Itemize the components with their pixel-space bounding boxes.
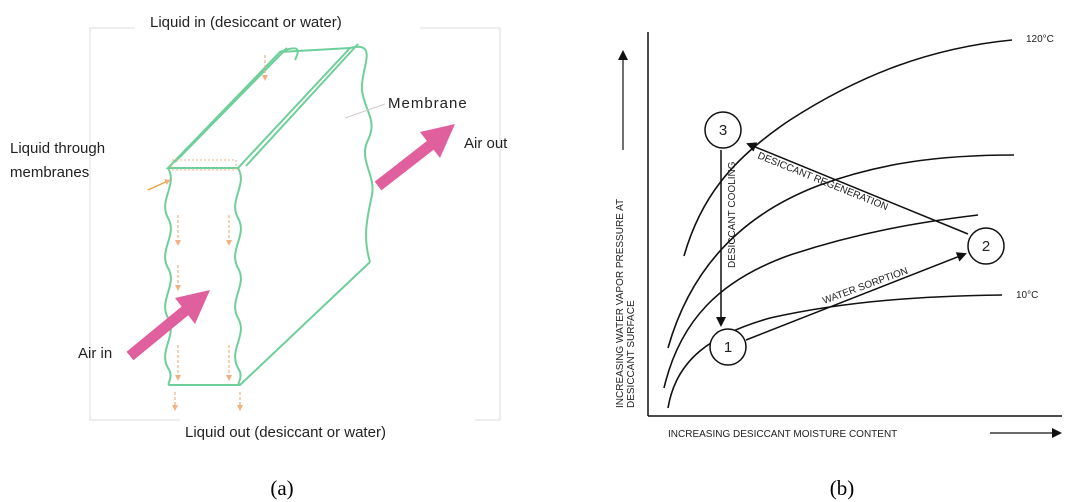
curve-label: 120°C: [1026, 34, 1054, 45]
state-label: 1: [724, 339, 732, 356]
isotherm: [664, 215, 978, 388]
pointer: [148, 180, 170, 190]
membrane-wall: [350, 47, 373, 262]
frame: [420, 28, 500, 420]
y-axis-label: INCREASING WATER VAPOR PRESSURE AT: [615, 199, 626, 408]
air-in-arrow: [130, 310, 186, 356]
state-label: 2: [982, 238, 990, 255]
membrane-wall: [235, 168, 241, 385]
label: Liquid out (desiccant or water): [185, 424, 386, 441]
label: Air out: [464, 135, 508, 152]
x-axis-label: INCREASING DESICCANT MOISTURE CONTENT: [668, 429, 897, 440]
membrane-wall: [165, 168, 171, 385]
membrane-module: [165, 44, 372, 385]
state-label: 3: [719, 122, 727, 139]
membrane-edge: [170, 262, 370, 385]
membrane-edge: [280, 48, 298, 60]
figure: Liquid in (desiccant or water) Liquid ou…: [0, 0, 1070, 502]
pointer: [345, 104, 385, 118]
curve-label: 10°C: [1016, 290, 1038, 301]
air-out-arrow: [378, 144, 432, 186]
regeneration-arrow: [748, 144, 968, 234]
label: Air in: [78, 345, 112, 362]
label: Liquid in (desiccant or water): [150, 14, 342, 31]
membrane-top: [168, 48, 350, 168]
label: Liquid through: [10, 140, 105, 157]
process-label: WATER SORPTION: [821, 266, 909, 307]
membrane-edge: [175, 44, 358, 166]
process-label: DESICCANT REGENERATION: [756, 151, 890, 214]
caption: (a): [270, 476, 293, 500]
process-label: DESICCANT COOLING: [727, 161, 738, 268]
process-arrows: [721, 144, 968, 340]
label: Membrane: [388, 95, 468, 112]
caption: (b): [830, 476, 855, 500]
y-axis-label: DESICCANT SURFACE: [626, 300, 637, 408]
label: membranes: [10, 164, 89, 181]
